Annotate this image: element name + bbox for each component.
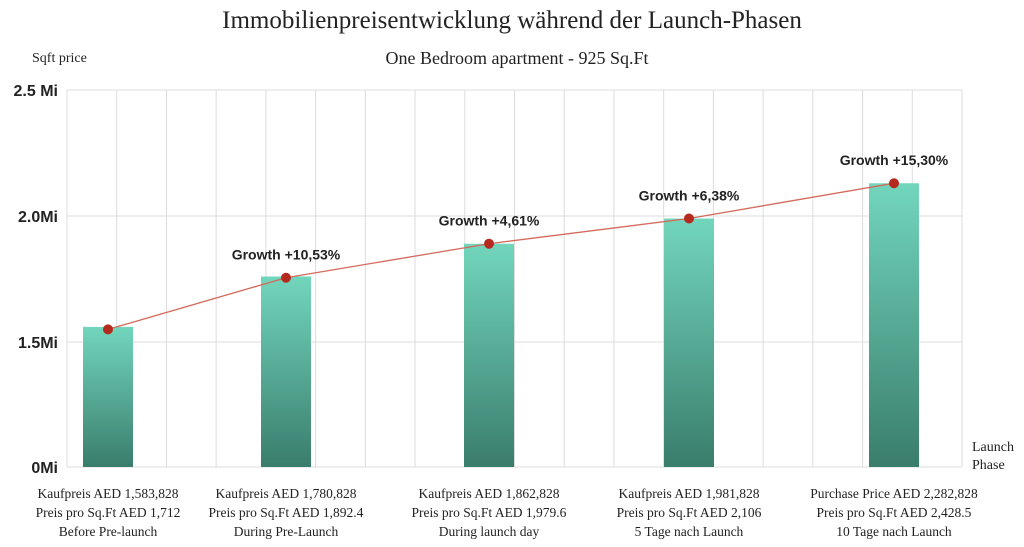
- x-category-label: During Pre-Launch: [234, 524, 339, 539]
- y-axis-label: Sqft price: [32, 51, 87, 66]
- bars: [83, 183, 919, 468]
- x-category-label: Preis pro Sq.Ft AED 2,106: [617, 505, 762, 520]
- x-category-label: Kaufpreis AED 1,583,828: [38, 486, 179, 501]
- y-tick-label: 2.5 Mi: [14, 83, 58, 100]
- bar: [664, 218, 714, 467]
- growth-marker: [281, 272, 291, 283]
- chart-subtitle: One Bedroom apartment - 925 Sq.Ft: [386, 48, 649, 68]
- x-category-label: Kaufpreis AED 1,780,828: [216, 486, 357, 501]
- x-category-label: 10 Tage nach Launch: [836, 524, 952, 539]
- growth-marker: [684, 213, 694, 224]
- x-category-label: Purchase Price AED 2,282,828: [810, 486, 978, 501]
- bar: [83, 326, 133, 467]
- x-category-label: Before Pre-launch: [59, 524, 158, 539]
- y-axis-ticks: 0Mi 1.5Mi 2.0Mi 2.5 Mi: [14, 83, 58, 477]
- x-category-label: Preis pro Sq.Ft AED 1,712: [36, 505, 181, 520]
- x-category-label: Preis pro Sq.Ft AED 1,892.4: [209, 505, 364, 520]
- x-category-label: Kaufpreis AED 1,862,828: [419, 486, 560, 501]
- growth-line: [103, 178, 899, 335]
- growth-annotations: Growth +10,53% Growth +4,61% Growth +6,38%…: [232, 152, 949, 262]
- grid: [66, 89, 963, 468]
- chart-title: Immobilienpreisentwicklung während der L…: [222, 7, 802, 34]
- growth-annotation: Growth +6,38%: [639, 188, 740, 204]
- y-tick-label: 0Mi: [31, 460, 58, 477]
- bar: [261, 276, 311, 467]
- y-tick-label: 2.0Mi: [18, 209, 58, 226]
- growth-marker: [484, 238, 494, 249]
- y-tick-label: 1.5Mi: [18, 335, 58, 352]
- x-axis-categories: Kaufpreis AED 1,583,828 Preis pro Sq.Ft A…: [36, 486, 978, 539]
- x-category-label: Preis pro Sq.Ft AED 1,979.6: [412, 505, 567, 520]
- x-axis-label-line1: Launch: [972, 440, 1014, 455]
- x-category-label: 5 Tage nach Launch: [635, 524, 744, 539]
- growth-marker: [889, 178, 899, 189]
- x-category-label: Kaufpreis AED 1,981,828: [619, 486, 760, 501]
- growth-annotation: Growth +15,30%: [840, 152, 949, 168]
- bar: [464, 243, 514, 467]
- x-category-label: During launch day: [439, 524, 540, 539]
- bar: [869, 183, 919, 468]
- growth-annotation: Growth +10,53%: [232, 247, 341, 263]
- x-category-label: Preis pro Sq.Ft AED 2,428.5: [817, 505, 972, 520]
- x-axis-label-line2: Phase: [972, 458, 1005, 473]
- growth-marker: [103, 324, 113, 335]
- growth-annotation: Growth +4,61%: [439, 213, 540, 229]
